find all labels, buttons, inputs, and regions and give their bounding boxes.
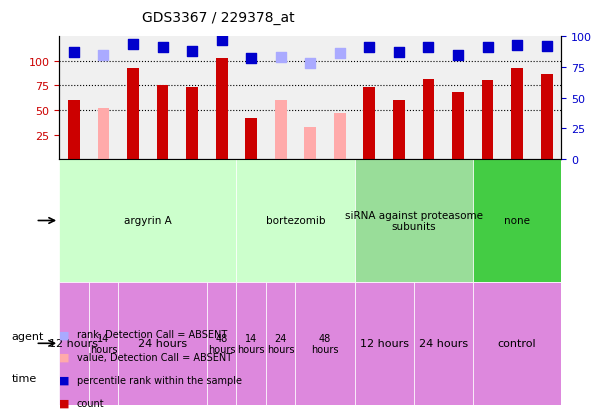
FancyBboxPatch shape — [236, 282, 266, 405]
Text: 48
hours: 48 hours — [311, 333, 339, 354]
Text: bortezomib: bortezomib — [266, 216, 325, 226]
FancyBboxPatch shape — [296, 282, 355, 405]
Text: argyrin A: argyrin A — [124, 216, 171, 226]
Bar — [68, 101, 80, 160]
Text: 48
hours: 48 hours — [208, 333, 235, 354]
FancyBboxPatch shape — [473, 282, 561, 405]
Text: 24
hours: 24 hours — [267, 333, 294, 354]
Bar — [157, 86, 168, 160]
Point — [276, 55, 285, 61]
Text: 24 hours: 24 hours — [418, 339, 468, 349]
Point — [512, 43, 522, 49]
Point — [69, 50, 79, 57]
FancyBboxPatch shape — [414, 282, 473, 405]
Text: control: control — [498, 339, 537, 349]
Text: none: none — [504, 216, 530, 226]
Text: ■: ■ — [59, 330, 70, 339]
Point — [158, 45, 167, 52]
FancyBboxPatch shape — [59, 282, 89, 405]
Text: percentile rank within the sample: percentile rank within the sample — [77, 375, 242, 385]
Point — [424, 45, 433, 52]
FancyBboxPatch shape — [207, 282, 236, 405]
Bar — [393, 101, 405, 160]
FancyBboxPatch shape — [118, 282, 207, 405]
Text: 12 hours: 12 hours — [50, 339, 98, 349]
FancyBboxPatch shape — [473, 160, 561, 282]
Bar — [511, 69, 523, 160]
Text: 14
hours: 14 hours — [238, 333, 265, 354]
Point — [394, 50, 404, 57]
Text: ■: ■ — [59, 398, 70, 408]
Bar — [363, 88, 375, 160]
Bar — [423, 80, 434, 160]
FancyBboxPatch shape — [59, 160, 236, 282]
Point — [306, 61, 315, 67]
Text: siRNA against proteasome
subunits: siRNA against proteasome subunits — [345, 210, 483, 232]
Text: GDS3367 / 229378_at: GDS3367 / 229378_at — [142, 11, 295, 25]
Point — [483, 45, 492, 52]
Bar — [482, 81, 493, 160]
FancyBboxPatch shape — [355, 282, 414, 405]
Point — [99, 52, 108, 59]
Bar — [304, 127, 316, 160]
Bar — [216, 59, 228, 160]
Point — [187, 49, 197, 55]
Bar — [98, 109, 109, 160]
Bar — [186, 88, 198, 160]
Point — [453, 52, 463, 59]
Text: 14
hours: 14 hours — [90, 333, 117, 354]
Bar — [334, 114, 346, 160]
Text: rank, Detection Call = ABSENT: rank, Detection Call = ABSENT — [77, 330, 227, 339]
FancyBboxPatch shape — [355, 160, 473, 282]
Bar — [127, 69, 139, 160]
Text: time: time — [12, 373, 37, 383]
Bar — [245, 119, 257, 160]
Point — [128, 41, 138, 48]
Text: count: count — [77, 398, 105, 408]
Bar — [452, 93, 464, 160]
Point — [542, 44, 551, 50]
Point — [246, 56, 256, 62]
FancyBboxPatch shape — [89, 282, 118, 405]
Point — [335, 51, 345, 58]
Point — [217, 38, 226, 44]
Text: 12 hours: 12 hours — [360, 339, 408, 349]
Bar — [275, 101, 287, 160]
Text: ■: ■ — [59, 375, 70, 385]
FancyBboxPatch shape — [266, 282, 296, 405]
Point — [365, 45, 374, 52]
Text: 24 hours: 24 hours — [138, 339, 187, 349]
Text: value, Detection Call = ABSENT: value, Detection Call = ABSENT — [77, 352, 232, 362]
FancyBboxPatch shape — [236, 160, 355, 282]
Text: ■: ■ — [59, 352, 70, 362]
Bar — [541, 74, 553, 160]
Text: agent: agent — [12, 332, 44, 342]
